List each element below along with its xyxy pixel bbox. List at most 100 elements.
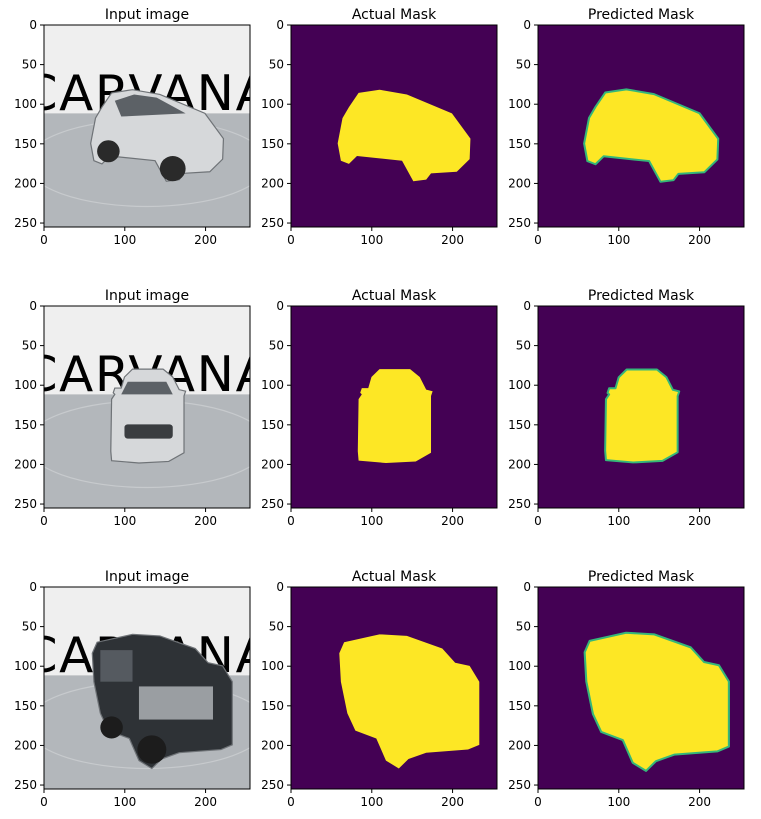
subplot-2-1: Actual Mask 0 100 200 0 50 100 150 200 250	[261, 569, 498, 809]
image-area: CARVANA	[44, 306, 250, 508]
subplot-1-0: CARVANA Input image 0 100 200 0 50 100 150 200 250	[14, 288, 251, 528]
y-tick-label: 250	[508, 778, 531, 792]
y-tick-label: 50	[269, 58, 284, 72]
x-tick-label: 0	[287, 514, 295, 528]
y-tick-label: 250	[261, 497, 284, 511]
y-tick-label: 150	[261, 699, 284, 713]
y-tick-label: 250	[14, 497, 37, 511]
y-tick-label: 50	[269, 339, 284, 353]
y-tick-label: 100	[261, 97, 284, 111]
axes-frame	[43, 24, 251, 228]
y-tick-label: 150	[14, 137, 37, 151]
x-tick-label: 200	[441, 795, 464, 809]
axes-frame	[537, 24, 745, 228]
x-tick-label: 100	[607, 514, 630, 528]
y-tick-label: 50	[22, 339, 37, 353]
x-tick-label: 200	[688, 233, 711, 247]
subplot-1-1: Actual Mask 0 100 200 0 50 100 150 200 250	[261, 288, 498, 528]
y-tick-label: 100	[508, 378, 531, 392]
y-tick-label: 200	[261, 457, 284, 471]
subplot-title: Predicted Mask	[588, 7, 695, 23]
y-tick-label: 50	[516, 620, 531, 634]
x-tick-label: 0	[287, 795, 295, 809]
x-tick-label: 200	[688, 514, 711, 528]
y-tick-label: 0	[276, 18, 284, 32]
image-area	[291, 587, 497, 789]
y-tick-label: 100	[508, 659, 531, 673]
axes-frame	[290, 586, 498, 790]
subplot-title: Input image	[105, 7, 189, 23]
image-area	[538, 306, 744, 508]
x-tick-label: 100	[360, 514, 383, 528]
subplot-0-1: Actual Mask 0 100 200 0 50 100 150 200 250	[261, 7, 498, 247]
x-tick-label: 100	[607, 795, 630, 809]
subplot-0-0: CARVANA Input image 0 100 200 0 50 100 150 200 250	[14, 7, 251, 247]
y-tick-label: 50	[516, 339, 531, 353]
y-tick-label: 0	[276, 580, 284, 594]
subplot-2-2: Predicted Mask 0 100 200 0 50 100 150 200 250	[508, 569, 745, 809]
y-tick-label: 250	[508, 216, 531, 230]
y-tick-label: 0	[276, 299, 284, 313]
subplot-title: Actual Mask	[352, 7, 437, 23]
y-tick-label: 50	[22, 58, 37, 72]
y-tick-label: 100	[508, 97, 531, 111]
vehicle-grille	[124, 424, 173, 439]
y-tick-label: 100	[14, 378, 37, 392]
image-area	[538, 25, 744, 227]
x-tick-label: 0	[534, 233, 542, 247]
y-tick-label: 150	[261, 418, 284, 432]
x-tick-label: 0	[287, 233, 295, 247]
y-tick-label: 150	[508, 137, 531, 151]
y-tick-label: 150	[14, 418, 37, 432]
y-tick-label: 0	[29, 18, 37, 32]
x-tick-label: 100	[113, 795, 136, 809]
y-tick-label: 200	[508, 176, 531, 190]
subplot-title: Actual Mask	[352, 288, 437, 304]
y-tick-label: 150	[14, 699, 37, 713]
y-tick-label: 250	[261, 778, 284, 792]
y-tick-label: 250	[508, 497, 531, 511]
y-tick-label: 0	[29, 580, 37, 594]
x-tick-label: 200	[688, 795, 711, 809]
y-tick-label: 200	[261, 738, 284, 752]
x-tick-label: 100	[113, 514, 136, 528]
wheel-icon	[100, 716, 123, 739]
x-tick-label: 100	[607, 233, 630, 247]
vehicle-grille	[138, 686, 213, 720]
subplot-0-2: Predicted Mask 0 100 200 0 50 100 150 200 250	[508, 7, 745, 247]
y-tick-label: 250	[14, 216, 37, 230]
y-tick-label: 200	[261, 176, 284, 190]
y-tick-label: 200	[14, 457, 37, 471]
x-tick-label: 0	[534, 514, 542, 528]
axes-frame	[290, 24, 498, 228]
y-tick-label: 150	[261, 137, 284, 151]
x-tick-label: 0	[40, 233, 48, 247]
wheel-icon	[159, 155, 186, 182]
vehicle-windows	[114, 94, 186, 117]
x-tick-label: 0	[40, 795, 48, 809]
subplot-title: Input image	[105, 288, 189, 304]
axes-frame	[43, 586, 251, 790]
mask-shape	[583, 88, 720, 183]
y-tick-label: 200	[14, 176, 37, 190]
subplot-2-0: CARVANA Input image 0 100 200 0 50 100 150 200 250	[14, 569, 251, 809]
y-tick-label: 100	[261, 659, 284, 673]
y-tick-label: 200	[508, 457, 531, 471]
axes-frame	[537, 586, 745, 790]
y-tick-label: 200	[14, 738, 37, 752]
mask-shape	[583, 631, 730, 772]
x-tick-label: 200	[194, 233, 217, 247]
y-tick-label: 50	[516, 58, 531, 72]
y-tick-label: 100	[14, 659, 37, 673]
subplot-title: Input image	[105, 569, 189, 585]
y-tick-label: 0	[29, 299, 37, 313]
vehicle-windows	[100, 650, 133, 682]
x-tick-label: 0	[534, 795, 542, 809]
mask-shape	[339, 634, 480, 769]
y-tick-label: 200	[508, 738, 531, 752]
y-tick-label: 50	[269, 620, 284, 634]
x-tick-label: 200	[194, 514, 217, 528]
wheel-icon	[137, 735, 167, 764]
image-area: CARVANA	[44, 25, 250, 227]
